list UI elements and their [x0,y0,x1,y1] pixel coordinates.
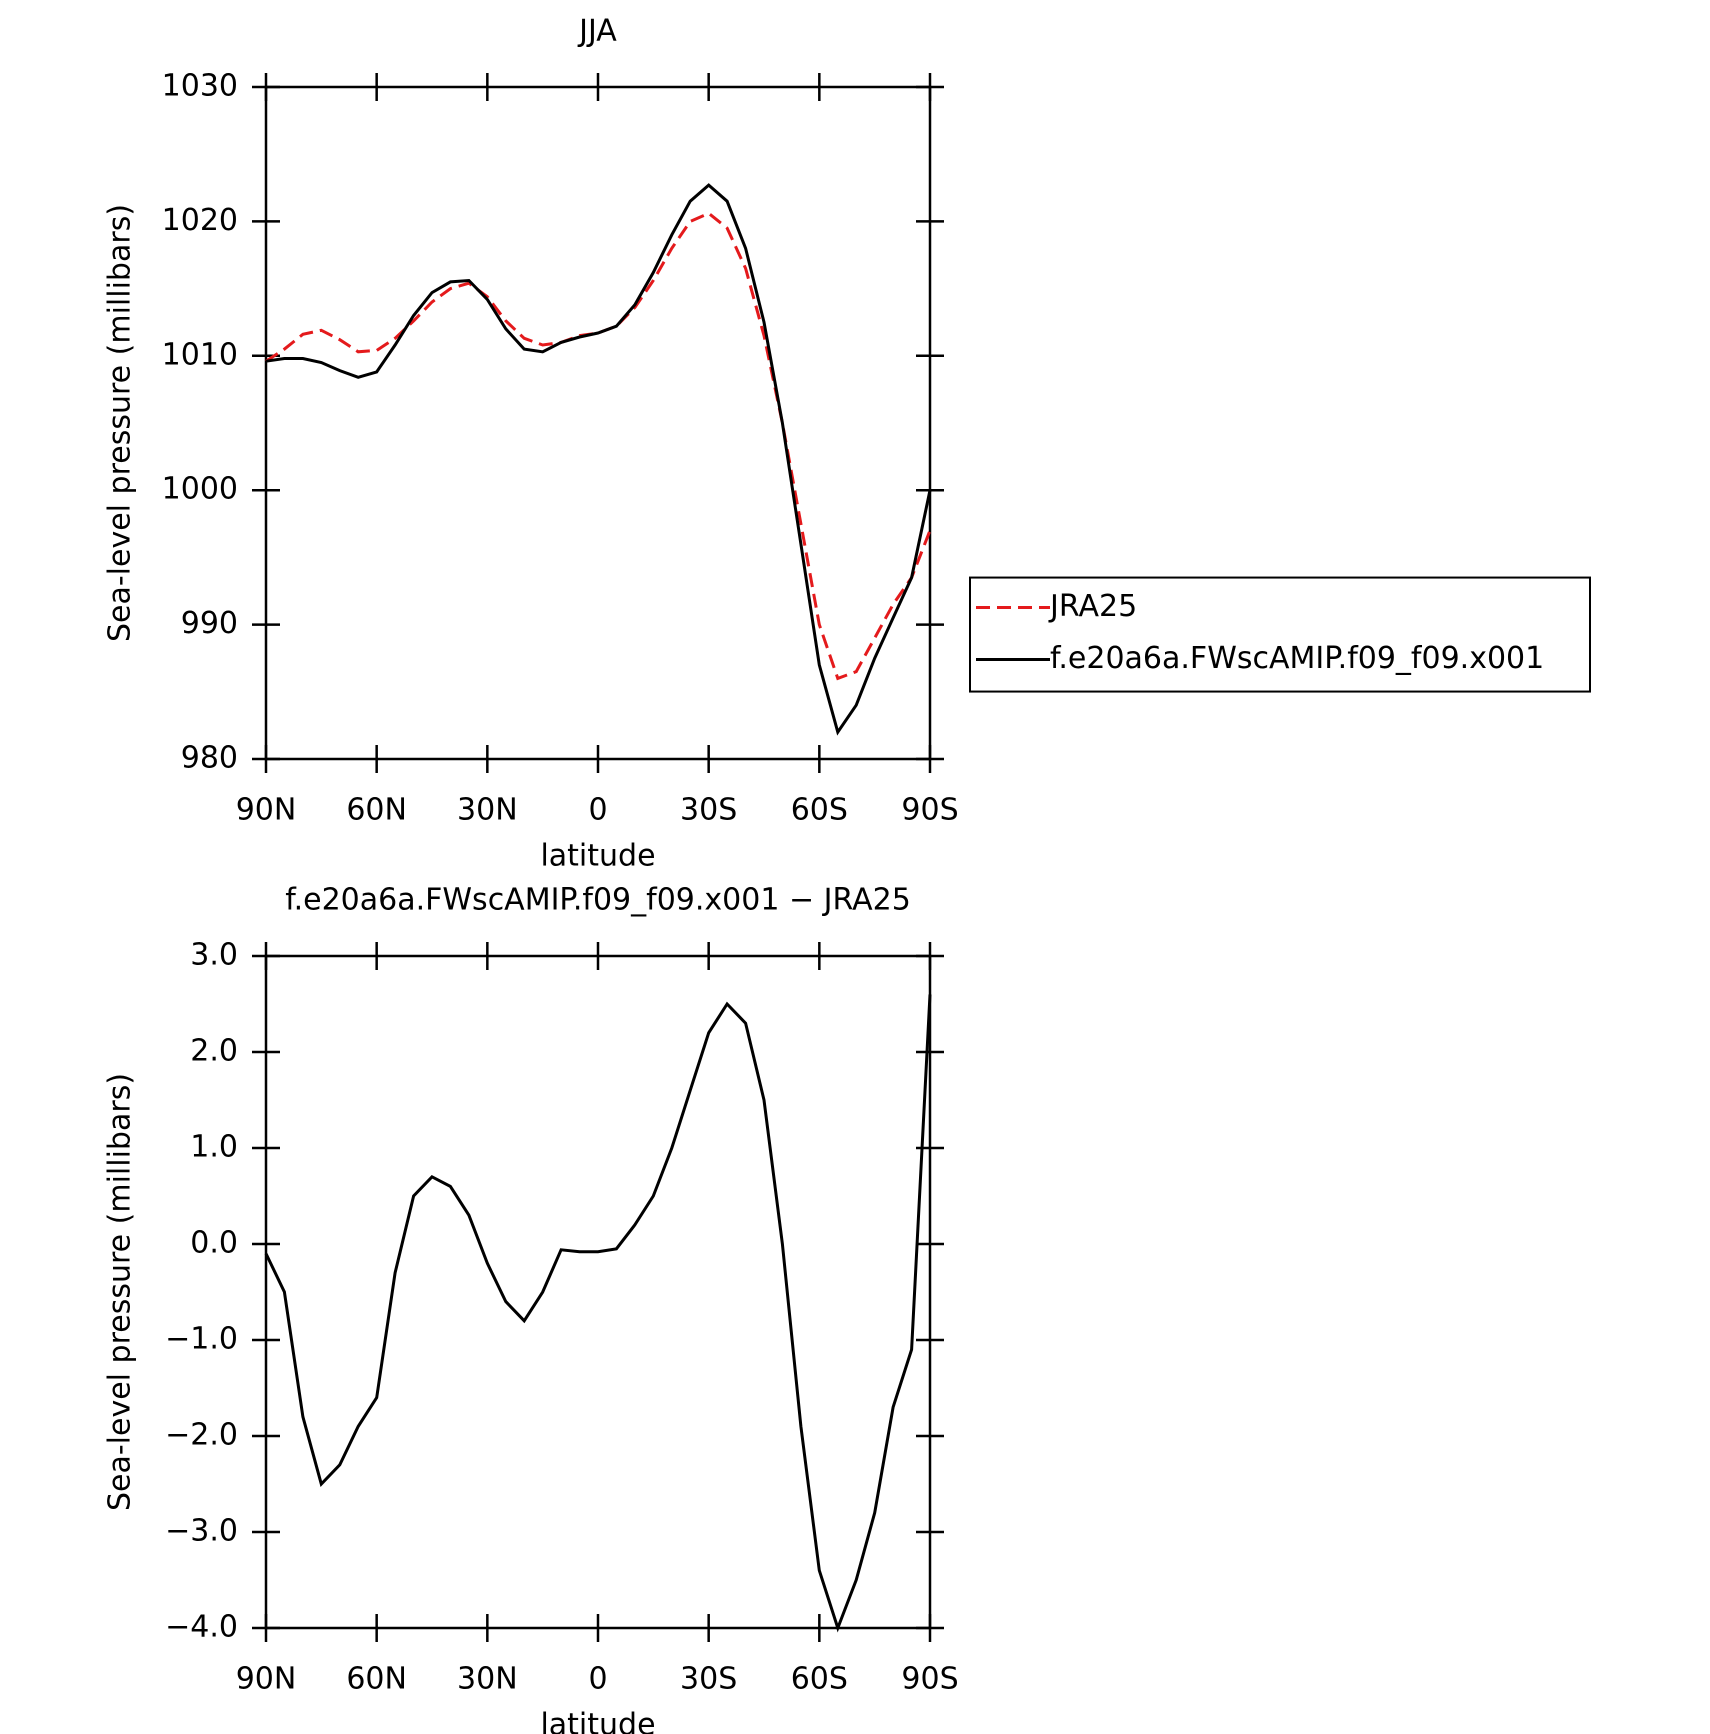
chart-title: f.e20a6a.FWscAMIP.f09_f09.x001 − JRA25 [285,883,911,918]
data-line [265,211,932,681]
x-tick-label: 90S [901,1662,958,1697]
x-tick-label: 30N [457,1662,518,1697]
legend-label: JRA25 [1048,589,1137,624]
y-axis-label: Sea-level pressure (millibars) [103,1073,138,1511]
y-tick-label: 990 [181,606,238,641]
x-tick-label: 90N [236,793,297,828]
x-tick-label: 0 [588,793,607,828]
x-tick-label: 30S [680,793,737,828]
legend-box [969,576,1591,693]
y-tick-label: 1010 [162,337,238,372]
y-tick-label: 2.0 [190,1034,238,1069]
x-tick-label: 60S [791,1662,848,1697]
plot-frame [264,85,932,761]
y-tick-label: −4.0 [165,1610,238,1645]
x-tick-label: 60N [346,793,407,828]
y-tick-label: 3.0 [190,938,238,973]
x-tick-label: 90S [901,793,958,828]
y-tick-label: 1000 [162,472,238,507]
x-tick-label: 30S [680,1662,737,1697]
x-tick-label: 60S [791,793,848,828]
x-tick-label: 90N [236,1662,297,1697]
x-tick-label: 0 [588,1662,607,1697]
plot-frame [264,954,932,1630]
y-tick-label: −2.0 [165,1418,238,1453]
x-axis-label: latitude [540,839,655,874]
y-tick-label: 1.0 [190,1130,238,1165]
x-axis-label: latitude [540,1708,655,1734]
x-tick-label: 60N [346,1662,407,1697]
legend-label: f.e20a6a.FWscAMIP.f09_f09.x001 [1050,641,1544,676]
y-tick-label: 1030 [162,69,238,104]
y-tick-label: 980 [181,741,238,776]
y-tick-label: 0.0 [190,1226,238,1261]
y-tick-label: 1020 [162,203,238,238]
y-axis-label: Sea-level pressure (millibars) [103,204,138,642]
y-tick-label: −1.0 [165,1322,238,1357]
y-tick-label: −3.0 [165,1514,238,1549]
chart-title: JJA [577,14,617,49]
x-tick-label: 30N [457,793,518,828]
data-line [264,994,932,1633]
data-line [265,183,932,736]
